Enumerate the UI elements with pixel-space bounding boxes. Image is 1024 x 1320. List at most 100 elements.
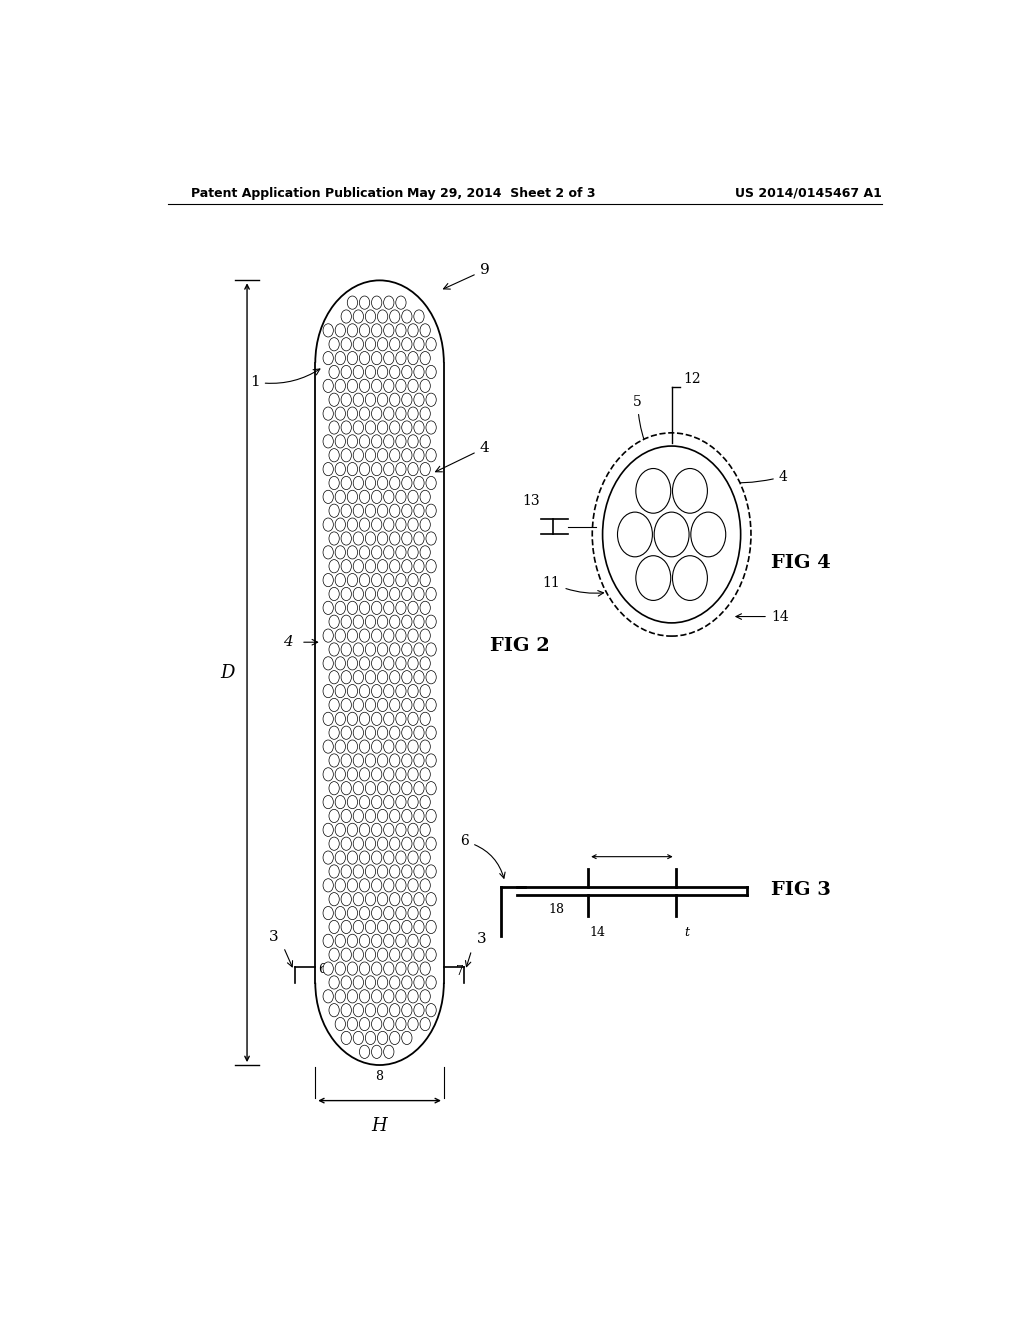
Circle shape <box>389 754 400 767</box>
Circle shape <box>691 512 726 557</box>
Circle shape <box>378 975 388 989</box>
Circle shape <box>389 393 400 407</box>
Circle shape <box>323 879 334 892</box>
Circle shape <box>366 1003 376 1016</box>
Circle shape <box>378 477 388 490</box>
Circle shape <box>378 809 388 822</box>
Circle shape <box>401 1031 412 1044</box>
Circle shape <box>426 504 436 517</box>
Circle shape <box>347 935 357 948</box>
Circle shape <box>426 837 436 850</box>
Circle shape <box>341 1003 351 1016</box>
Circle shape <box>401 809 412 822</box>
Circle shape <box>414 975 424 989</box>
Circle shape <box>359 490 370 503</box>
Text: FIG 3: FIG 3 <box>771 882 830 899</box>
Circle shape <box>372 517 382 531</box>
Circle shape <box>353 698 364 711</box>
Circle shape <box>366 671 376 684</box>
Circle shape <box>359 713 370 726</box>
Circle shape <box>408 907 418 920</box>
Circle shape <box>395 713 407 726</box>
Circle shape <box>395 796 407 809</box>
Circle shape <box>408 796 418 809</box>
Circle shape <box>347 296 357 309</box>
Circle shape <box>408 685 418 698</box>
Wedge shape <box>315 280 443 363</box>
Circle shape <box>353 449 364 462</box>
Circle shape <box>341 809 351 822</box>
Circle shape <box>378 532 388 545</box>
Circle shape <box>341 477 351 490</box>
Text: 3: 3 <box>269 931 279 944</box>
Circle shape <box>323 990 334 1003</box>
Text: US 2014/0145467 A1: US 2014/0145467 A1 <box>735 187 882 199</box>
Circle shape <box>323 713 334 726</box>
Circle shape <box>347 990 357 1003</box>
Circle shape <box>366 366 376 379</box>
Circle shape <box>378 1031 388 1044</box>
Circle shape <box>389 865 400 878</box>
Circle shape <box>372 296 382 309</box>
Circle shape <box>329 477 339 490</box>
Circle shape <box>401 393 412 407</box>
Circle shape <box>384 517 394 531</box>
Circle shape <box>420 601 430 614</box>
Text: May 29, 2014  Sheet 2 of 3: May 29, 2014 Sheet 2 of 3 <box>407 187 595 199</box>
Text: 6: 6 <box>317 962 326 975</box>
Circle shape <box>347 824 357 837</box>
Circle shape <box>384 796 394 809</box>
Circle shape <box>353 560 364 573</box>
Circle shape <box>408 630 418 643</box>
Circle shape <box>341 920 351 933</box>
Circle shape <box>389 504 400 517</box>
Circle shape <box>395 601 407 614</box>
Circle shape <box>323 573 334 586</box>
Circle shape <box>401 837 412 850</box>
Circle shape <box>395 490 407 503</box>
Circle shape <box>395 379 407 392</box>
Circle shape <box>408 657 418 671</box>
Circle shape <box>378 393 388 407</box>
Circle shape <box>378 449 388 462</box>
Circle shape <box>347 545 357 558</box>
Circle shape <box>323 490 334 503</box>
Circle shape <box>341 560 351 573</box>
Circle shape <box>426 532 436 545</box>
Circle shape <box>389 1031 400 1044</box>
Circle shape <box>426 865 436 878</box>
Circle shape <box>341 754 351 767</box>
Circle shape <box>414 477 424 490</box>
Circle shape <box>389 338 400 351</box>
Circle shape <box>420 685 430 698</box>
Circle shape <box>372 351 382 364</box>
Circle shape <box>395 407 407 420</box>
Circle shape <box>359 573 370 586</box>
Circle shape <box>408 351 418 364</box>
Circle shape <box>335 851 345 865</box>
Circle shape <box>372 824 382 837</box>
Circle shape <box>414 837 424 850</box>
Circle shape <box>408 601 418 614</box>
Circle shape <box>389 532 400 545</box>
Circle shape <box>353 781 364 795</box>
Circle shape <box>378 504 388 517</box>
Text: Patent Application Publication: Patent Application Publication <box>191 187 403 199</box>
Text: 13: 13 <box>522 494 540 508</box>
Circle shape <box>372 630 382 643</box>
Circle shape <box>353 920 364 933</box>
Circle shape <box>389 726 400 739</box>
Circle shape <box>335 517 345 531</box>
Circle shape <box>353 477 364 490</box>
Circle shape <box>335 407 345 420</box>
Circle shape <box>372 1018 382 1031</box>
Circle shape <box>426 726 436 739</box>
Circle shape <box>401 781 412 795</box>
Circle shape <box>384 657 394 671</box>
Circle shape <box>389 477 400 490</box>
Circle shape <box>426 975 436 989</box>
Circle shape <box>329 532 339 545</box>
Circle shape <box>378 837 388 850</box>
Circle shape <box>323 323 334 337</box>
Circle shape <box>323 351 334 364</box>
